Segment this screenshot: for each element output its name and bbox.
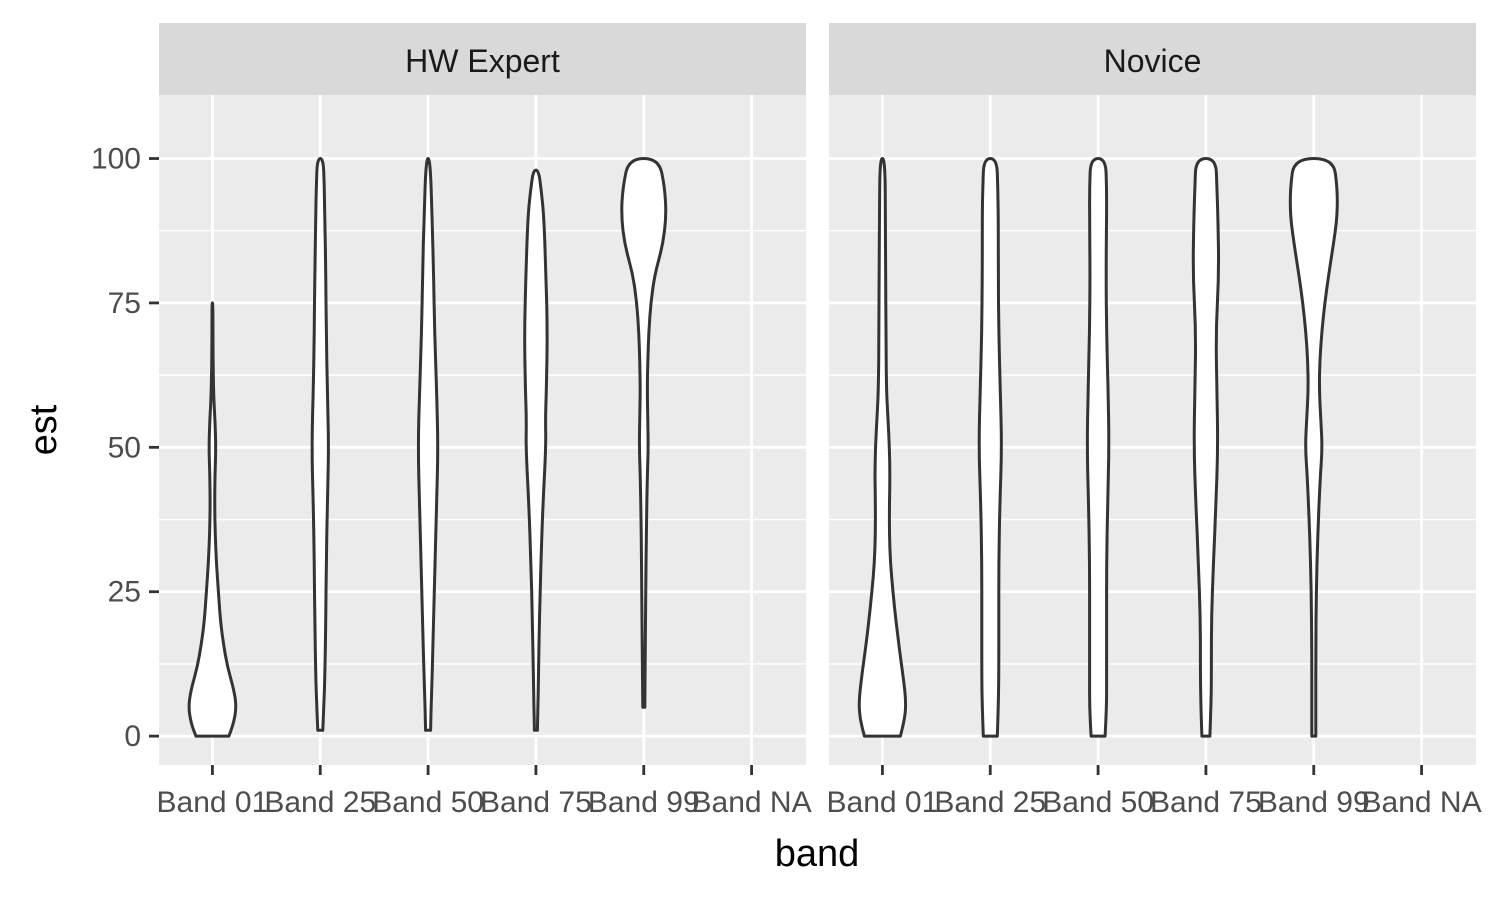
y-tick-label: 25 xyxy=(108,576,141,609)
strip-label: HW Expert xyxy=(405,43,560,79)
y-axis-title: est xyxy=(23,404,65,455)
x-tick-label: Band 50 xyxy=(372,786,484,819)
strip-background xyxy=(159,23,806,95)
x-tick-label: Band 99 xyxy=(588,786,700,819)
violin xyxy=(1191,157,1221,738)
x-tick-label: Band NA xyxy=(1362,786,1482,819)
y-tick-label: 0 xyxy=(124,720,141,753)
y-tick-label: 75 xyxy=(108,287,141,320)
x-tick-label: Band 75 xyxy=(1150,786,1262,819)
x-tick-label: Band 01 xyxy=(157,786,269,819)
x-tick-label: Band 50 xyxy=(1042,786,1154,819)
x-tick-label: Band 99 xyxy=(1258,786,1370,819)
violin xyxy=(1288,157,1339,738)
x-tick-label: Band NA xyxy=(692,786,812,819)
panel-background xyxy=(829,95,1476,765)
y-tick-label: 50 xyxy=(108,431,141,464)
x-axis-title: band xyxy=(775,833,860,875)
y-tick-label: 100 xyxy=(91,143,141,176)
violin xyxy=(187,301,238,738)
violin xyxy=(620,157,668,709)
x-tick-label: Band 25 xyxy=(264,786,376,819)
x-tick-label: Band 01 xyxy=(827,786,939,819)
violin xyxy=(310,157,330,732)
y-axis: 0 25 50 75 100 xyxy=(91,143,159,753)
violin xyxy=(416,157,440,732)
violin xyxy=(1085,157,1111,738)
x-tick-label: Band 75 xyxy=(480,786,592,819)
strip-label: Novice xyxy=(1104,43,1202,79)
x-tick-label: Band 25 xyxy=(934,786,1046,819)
violin xyxy=(523,168,549,732)
violin xyxy=(857,157,908,738)
panel-background xyxy=(159,95,806,765)
violin xyxy=(977,157,1003,738)
strip-background xyxy=(829,23,1476,95)
